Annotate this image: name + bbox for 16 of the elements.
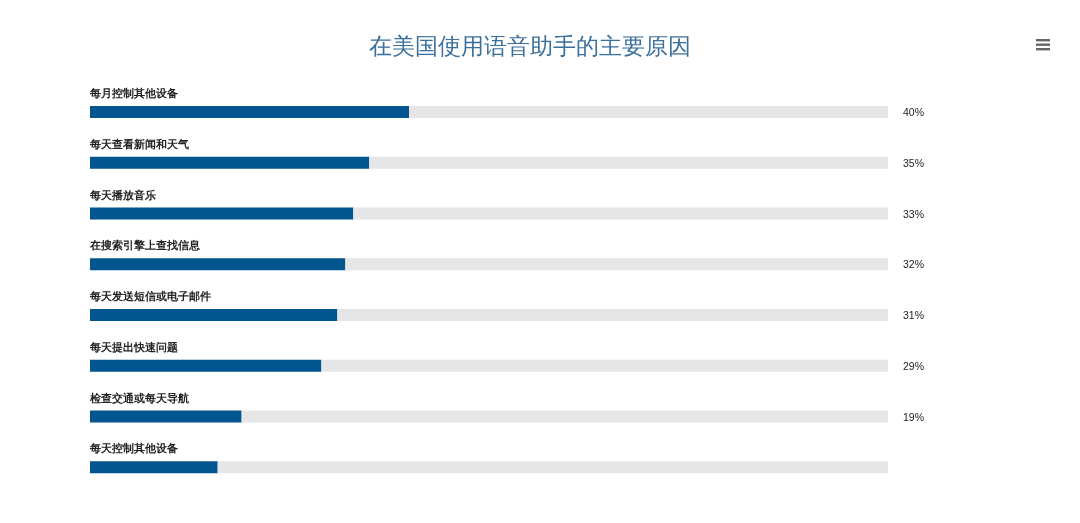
category-label: 每天提出快速问题 (90, 340, 178, 353)
value-label: 32% (903, 258, 924, 271)
value-label: 35% (903, 156, 924, 169)
value-label: 31% (903, 309, 924, 321)
title: 在美国使用语音助手的主要原因 (369, 34, 691, 59)
value-label: 33% (903, 207, 924, 220)
value-label: 40% (903, 106, 924, 118)
category-label: 每天发送短信或电子邮件 (90, 290, 211, 302)
category-label: 在搜索引擎上查找信息 (90, 239, 200, 252)
category-label: 每天播放音乐 (90, 188, 156, 201)
category-label: 每天查看新闻和天气 (90, 137, 189, 150)
category-label: 每月控制其他设备 (90, 87, 178, 99)
category-label: 每天控制其他设备 (90, 442, 178, 455)
value-label: 19% (903, 410, 924, 423)
value-label: 29% (903, 359, 924, 372)
category-label: 检查交通或每天导航 (90, 391, 189, 404)
